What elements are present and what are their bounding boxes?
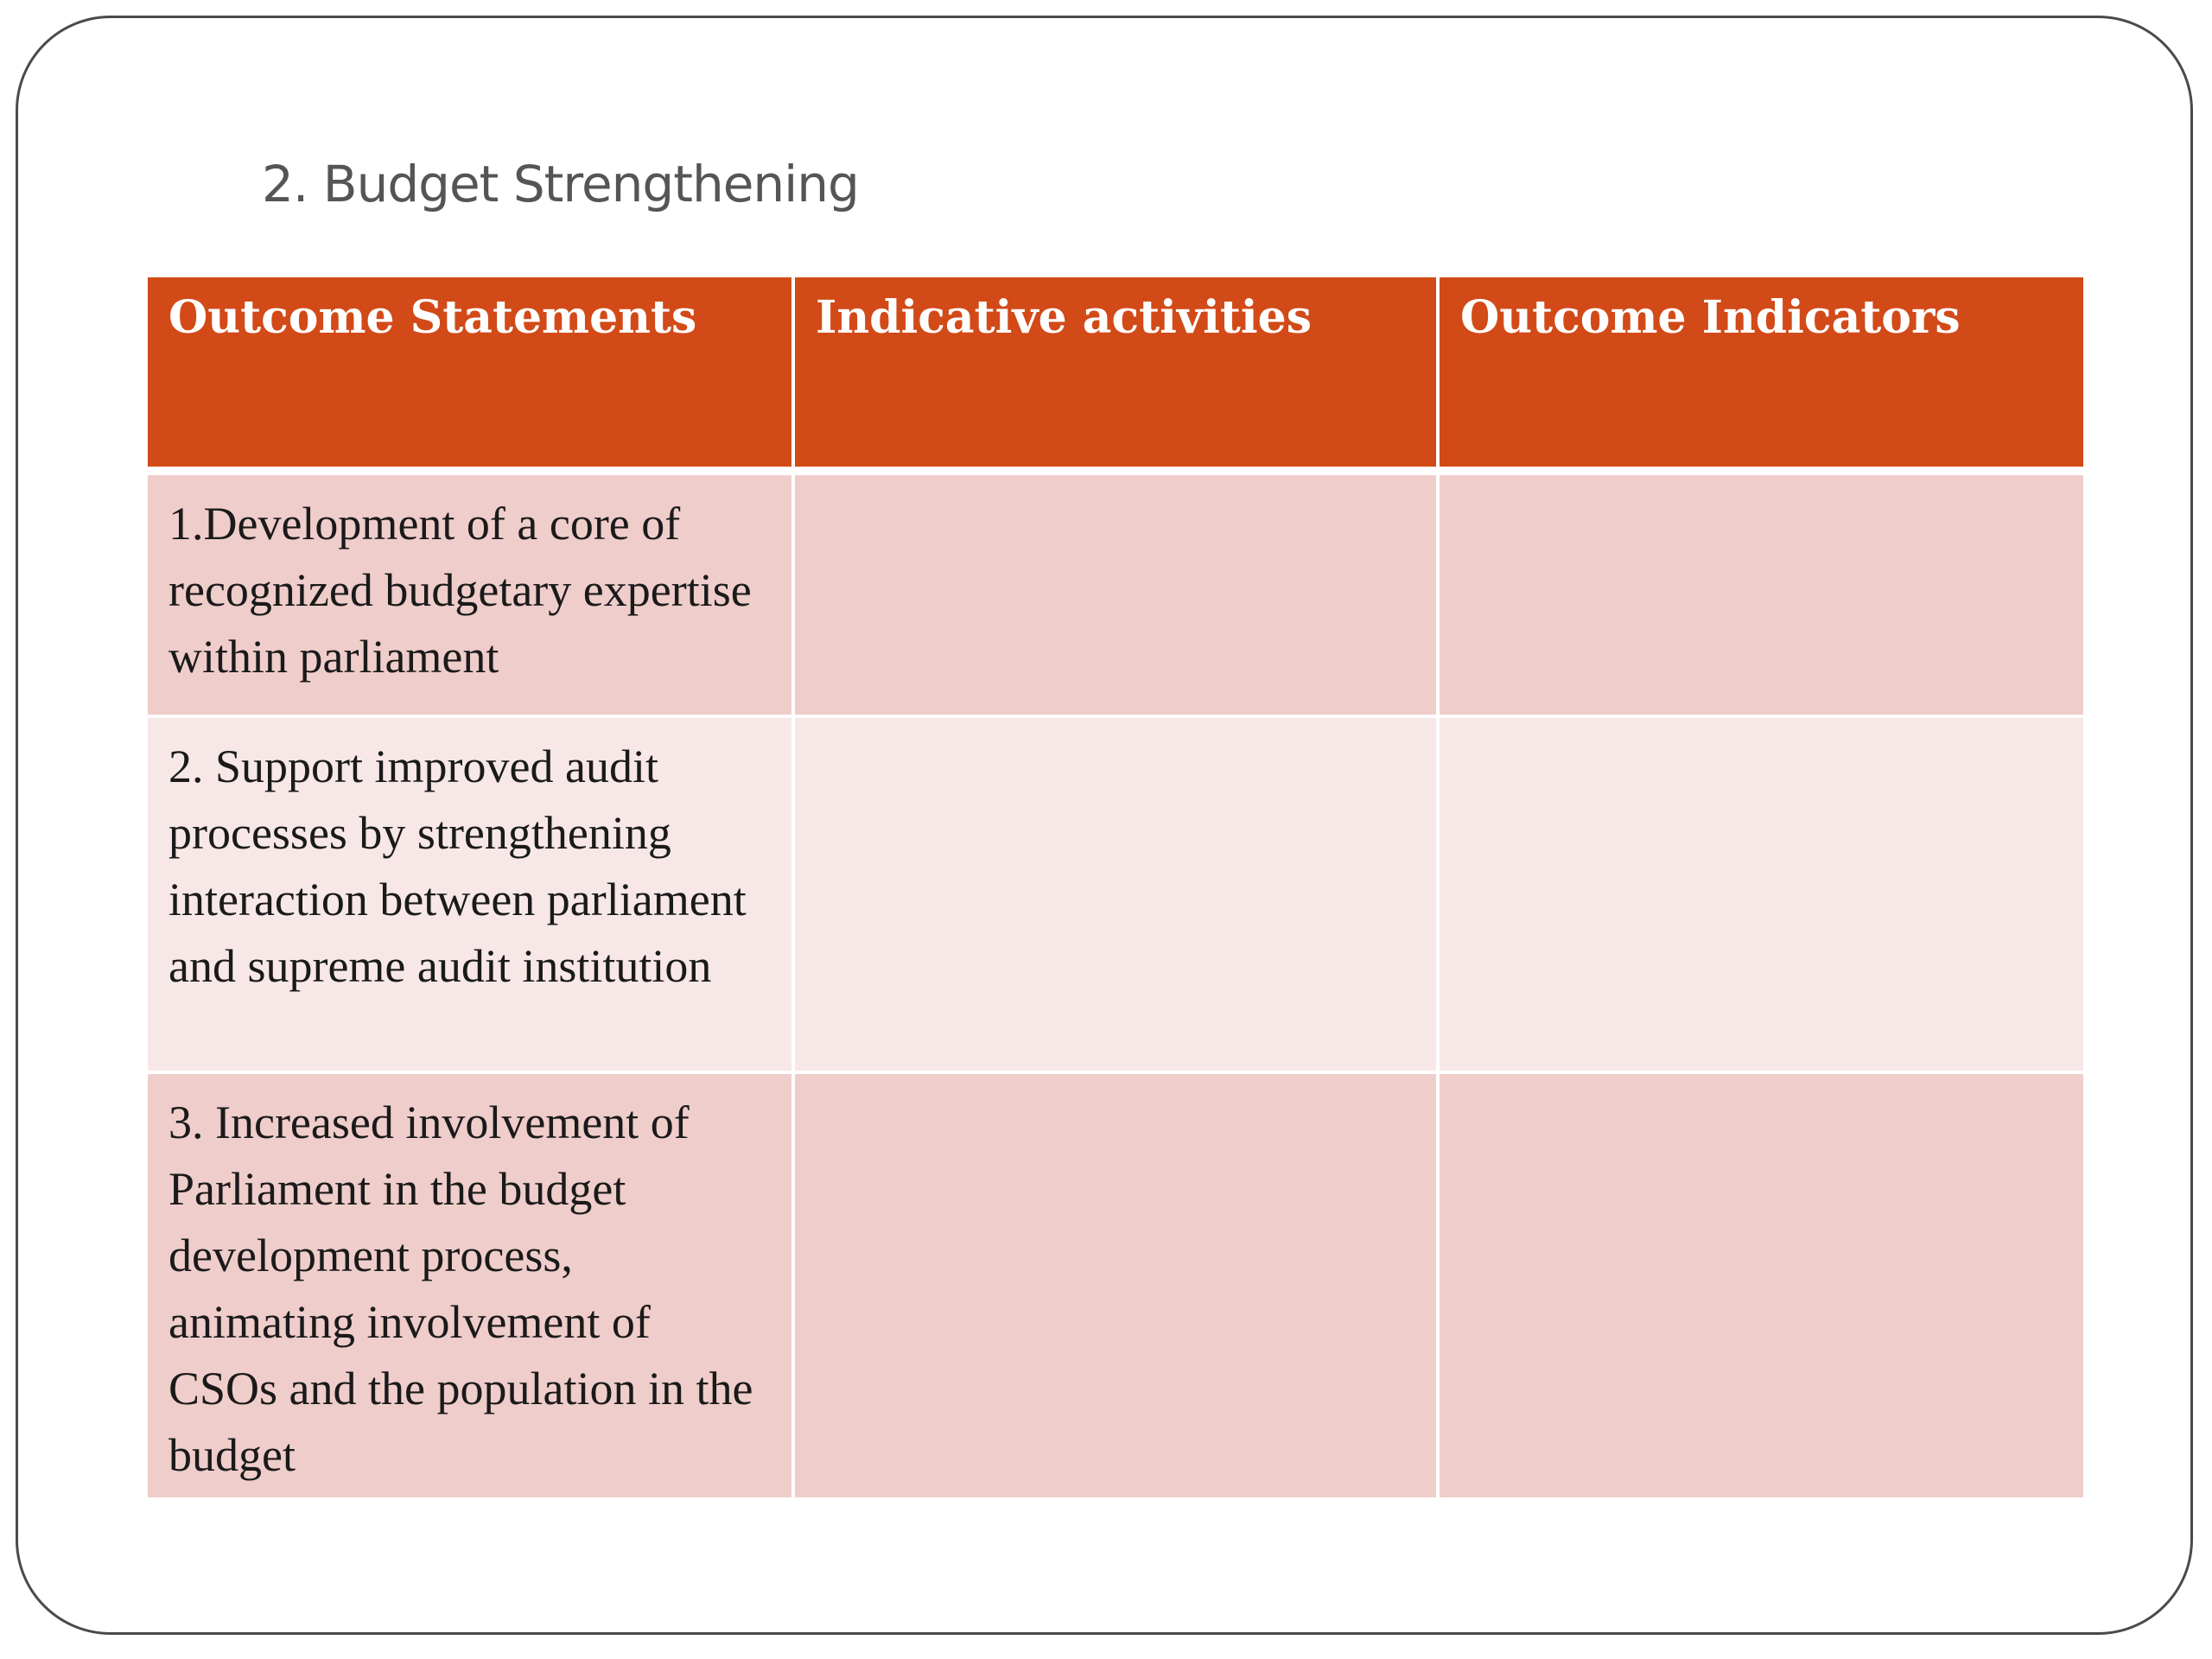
outcomes-table: Outcome Statements Indicative activities… xyxy=(148,277,2083,1501)
outcome-statement-cell: 2. Support improved audit processes by s… xyxy=(148,716,795,1074)
table-header-row: Outcome Statements Indicative activities… xyxy=(148,277,2083,475)
slide-title: 2. Budget Strengthening xyxy=(262,155,860,213)
header-outcome-indicators: Outcome Indicators xyxy=(1436,277,2083,475)
table-row: 3. Increased involvement of Parliament i… xyxy=(148,1072,2083,1501)
indicative-activities-cell xyxy=(791,1072,1440,1501)
outcome-indicators-cell xyxy=(1436,1072,2083,1501)
outcome-statement-cell: 3. Increased involvement of Parliament i… xyxy=(148,1072,795,1501)
header-indicative-activities: Indicative activities xyxy=(791,277,1440,475)
indicative-activities-cell xyxy=(791,471,1440,718)
header-outcome-statements: Outcome Statements xyxy=(148,277,795,475)
table-row: 1.Development of a core of recognized bu… xyxy=(148,471,2083,718)
outcome-indicators-cell xyxy=(1436,471,2083,718)
outcomes-table-container: Outcome Statements Indicative activities… xyxy=(148,277,2083,1501)
indicative-activities-cell xyxy=(791,716,1440,1074)
outcome-indicators-cell xyxy=(1436,716,2083,1074)
table-row: 2. Support improved audit processes by s… xyxy=(148,716,2083,1074)
slide-frame: 2. Budget Strengthening Outcome Statemen… xyxy=(16,16,2193,1635)
outcome-statement-cell: 1.Development of a core of recognized bu… xyxy=(148,471,795,718)
